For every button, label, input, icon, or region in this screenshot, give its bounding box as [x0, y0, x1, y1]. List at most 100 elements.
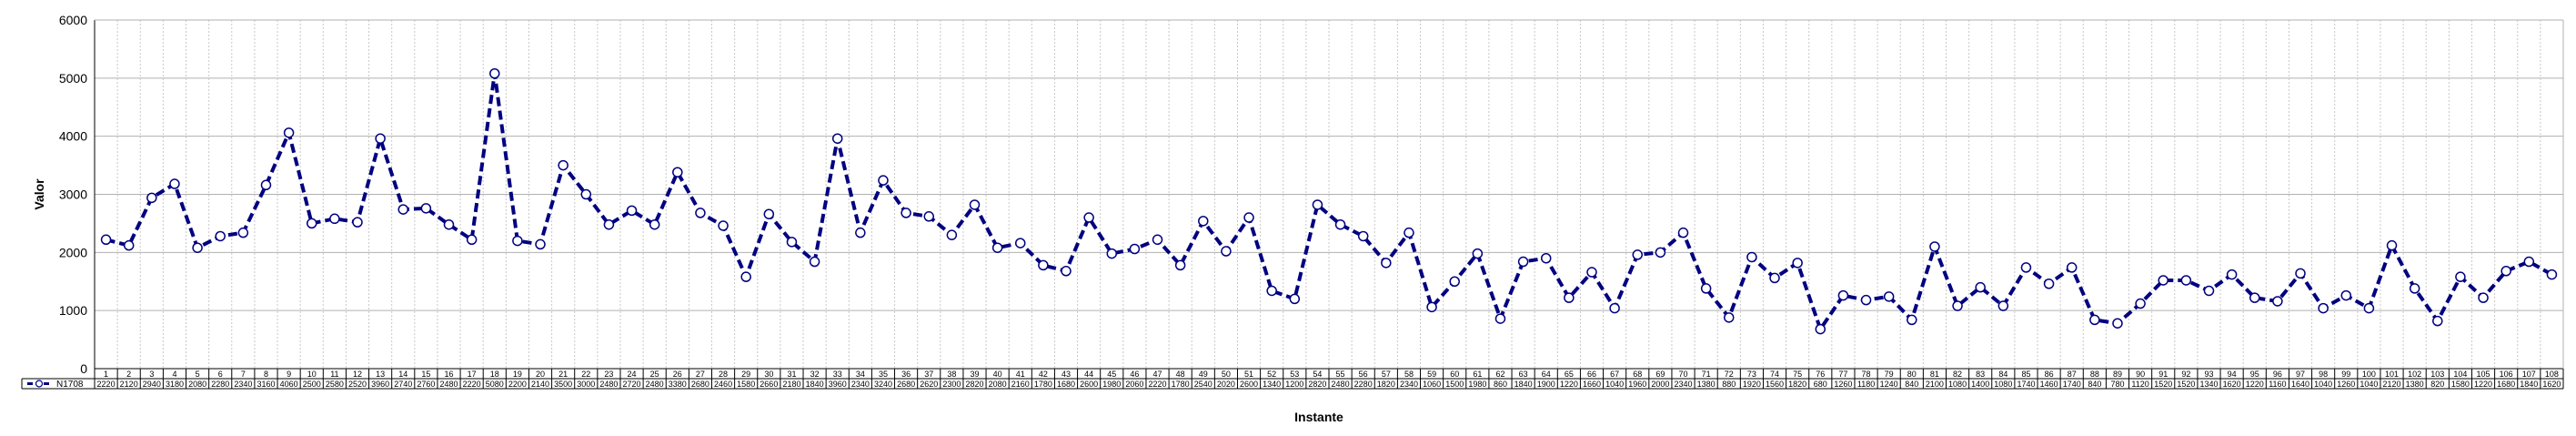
- data-point: [2478, 292, 2489, 303]
- data-label: 2760: [417, 380, 435, 389]
- data-point: [2249, 292, 2260, 303]
- data-label: 1740: [2017, 380, 2035, 389]
- data-label: 1980: [1468, 380, 1486, 389]
- data-label: 2480: [439, 380, 458, 389]
- data-label: 3240: [874, 380, 892, 389]
- data-point: [878, 175, 889, 186]
- data-label: 2100: [1926, 380, 1944, 389]
- y-tick-label: 2000: [59, 245, 87, 259]
- x-tick-label: 15: [421, 370, 430, 379]
- x-tick-label: 53: [1290, 370, 1299, 379]
- data-label: 1580: [737, 380, 755, 389]
- x-tick-label: 11: [330, 370, 338, 379]
- x-tick-label: 58: [1404, 370, 1414, 379]
- x-tick-label: 88: [2090, 370, 2099, 379]
- data-label: 1340: [1263, 380, 1281, 389]
- data-point: [466, 234, 478, 246]
- x-tick-label: 68: [1633, 370, 1642, 379]
- data-label: 1640: [2291, 380, 2309, 389]
- data-label: 2460: [714, 380, 732, 389]
- x-tick-label: 5: [196, 370, 200, 379]
- data-point: [1129, 243, 1141, 255]
- data-point: [946, 229, 958, 240]
- data-label: 1180: [1857, 380, 1875, 389]
- data-point: [2318, 302, 2329, 314]
- x-tick-label: 84: [1998, 370, 2007, 379]
- data-point: [2203, 285, 2215, 297]
- data-label: 1780: [1172, 380, 1190, 389]
- data-point: [1609, 302, 1620, 314]
- data-label: 820: [2430, 380, 2444, 389]
- data-point: [1540, 252, 1552, 264]
- data-label: 2600: [1080, 380, 1098, 389]
- data-label: 2340: [234, 380, 252, 389]
- x-tick-label: 103: [2430, 370, 2444, 379]
- x-tick-label: 14: [398, 370, 408, 379]
- data-label: 1820: [1377, 380, 1395, 389]
- data-label: 1620: [2223, 380, 2241, 389]
- x-tick-label: 23: [604, 370, 613, 379]
- x-tick-label: 92: [2181, 370, 2190, 379]
- x-tick-label: 57: [1382, 370, 1391, 379]
- x-tick-label: 17: [468, 370, 477, 379]
- x-tick-label: 20: [536, 370, 545, 379]
- x-tick-label: 94: [2228, 370, 2237, 379]
- data-point: [1860, 294, 1872, 306]
- x-tick-label: 18: [490, 370, 499, 379]
- data-point: [1449, 276, 1460, 287]
- data-point: [2386, 239, 2398, 251]
- x-tick-label: 98: [2319, 370, 2328, 379]
- data-label: 1820: [1788, 380, 1806, 389]
- data-point: [1792, 258, 1803, 269]
- x-tick-label: 64: [1542, 370, 1551, 379]
- data-label: 2540: [1194, 380, 1213, 389]
- x-tick-label: 33: [833, 370, 842, 379]
- data-point: [306, 218, 317, 229]
- data-label: 1500: [1445, 380, 1464, 389]
- data-table: 1 2 3 4 5 6 7 8 9 10 11 12 13 14 15 16 17 18 19 20 21 22 23 24 2…: [21, 369, 2564, 390]
- x-tick-label: 8: [264, 370, 268, 379]
- x-tick-label: 107: [2522, 370, 2536, 379]
- data-label: 2680: [691, 380, 709, 389]
- data-label: 1520: [2154, 380, 2172, 389]
- x-tick-label: 2: [126, 370, 131, 379]
- data-point: [397, 204, 408, 215]
- data-point: [2363, 302, 2375, 314]
- data-label: 1580: [2451, 380, 2470, 389]
- data-point: [2432, 315, 2443, 327]
- x-tick-label: 41: [1016, 370, 1025, 379]
- data-label: 2620: [920, 380, 938, 389]
- data-label: 2820: [965, 380, 983, 389]
- x-tick-label: 63: [1519, 370, 1528, 379]
- data-label: 2160: [1011, 380, 1030, 389]
- x-tick-label: 47: [1153, 370, 1162, 379]
- data-point: [2340, 289, 2352, 301]
- x-tick-label: 40: [993, 370, 1002, 379]
- data-label: 1080: [1948, 380, 1967, 389]
- data-label: 2120: [120, 380, 138, 389]
- data-point: [1083, 212, 1094, 223]
- x-tick-label: 78: [1862, 370, 1871, 379]
- data-label: 3160: [257, 380, 275, 389]
- data-label: 2720: [623, 380, 641, 389]
- data-label: 1900: [1537, 380, 1555, 389]
- x-tick-label: 32: [810, 370, 820, 379]
- data-point: [2020, 262, 2032, 273]
- data-label: 1620: [2542, 380, 2561, 389]
- x-tick-label: 79: [1885, 370, 1894, 379]
- data-point: [740, 271, 751, 282]
- data-point: [855, 227, 866, 238]
- data-point: [1312, 199, 1323, 210]
- x-tick-label: 70: [1679, 370, 1688, 379]
- x-tick-label: 59: [1427, 370, 1436, 379]
- data-label: 2480: [599, 380, 618, 389]
- data-point: [809, 256, 820, 268]
- y-tick-label: 3000: [59, 188, 87, 202]
- data-label: 2220: [463, 380, 481, 389]
- data-label: 2280: [211, 380, 229, 389]
- data-point: [2066, 262, 2078, 273]
- data-label: 1040: [2360, 380, 2378, 389]
- x-tick-label: 42: [1039, 370, 1048, 379]
- x-tick-label: 31: [787, 370, 796, 379]
